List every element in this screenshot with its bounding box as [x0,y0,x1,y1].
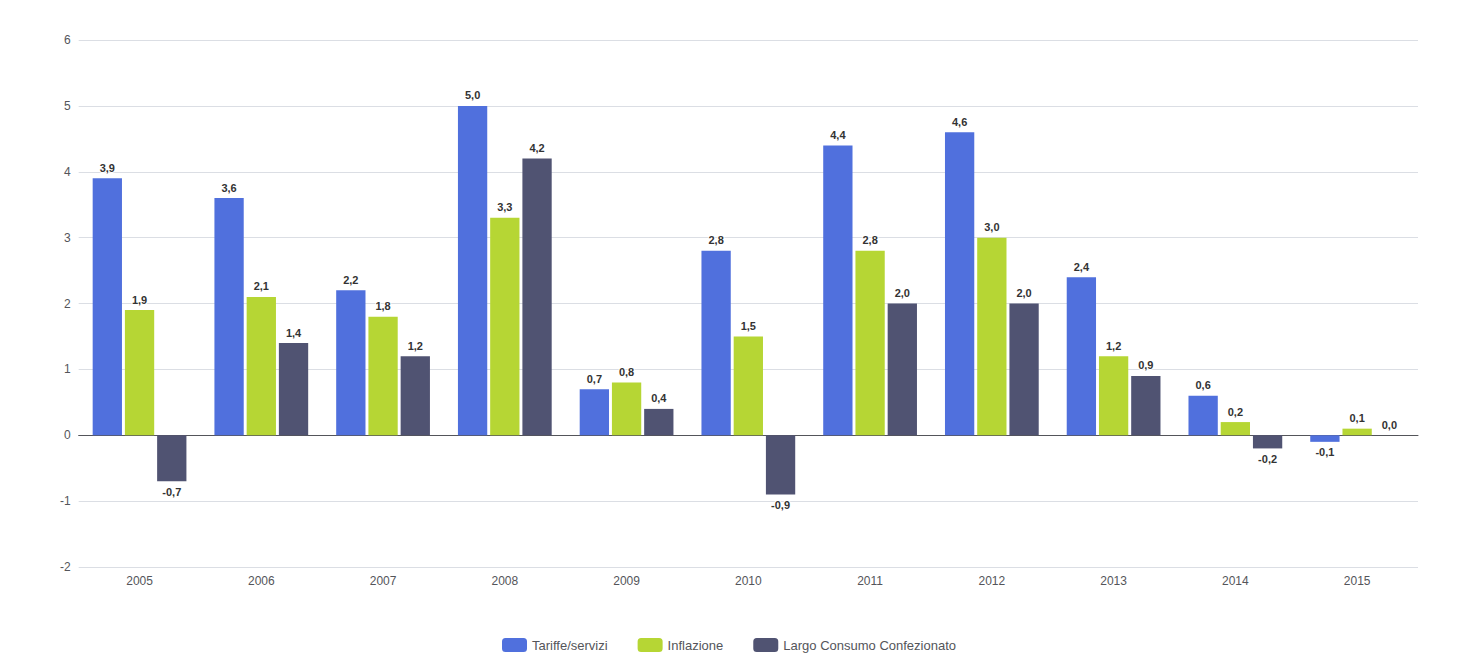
svg-text:1,8: 1,8 [375,300,390,312]
svg-text:0,1: 0,1 [1349,412,1364,424]
svg-text:6: 6 [64,33,71,47]
svg-text:2,8: 2,8 [862,234,877,246]
svg-text:2013: 2013 [1100,574,1127,588]
svg-text:0,6: 0,6 [1195,379,1210,391]
svg-text:2015: 2015 [1344,574,1371,588]
svg-text:2,8: 2,8 [708,234,723,246]
svg-text:1,2: 1,2 [408,340,423,352]
svg-text:-0,9: -0,9 [771,499,790,511]
svg-text:2007: 2007 [370,574,397,588]
svg-text:2,0: 2,0 [895,287,910,299]
svg-text:1,5: 1,5 [741,320,756,332]
svg-text:2009: 2009 [613,574,640,588]
svg-text:Tariffe/servizi: Tariffe/servizi [532,638,608,653]
svg-text:3: 3 [64,231,71,245]
svg-text:1,4: 1,4 [286,327,302,339]
svg-text:2012: 2012 [978,574,1005,588]
svg-text:0,2: 0,2 [1228,406,1243,418]
svg-text:-1: -1 [60,494,71,508]
svg-text:5,0: 5,0 [465,89,480,101]
svg-text:3,9: 3,9 [100,162,115,174]
svg-text:0,8: 0,8 [619,366,634,378]
svg-text:3,3: 3,3 [497,201,512,213]
svg-text:2011: 2011 [857,574,883,588]
svg-text:-0,7: -0,7 [162,486,181,498]
svg-text:1,2: 1,2 [1106,340,1121,352]
svg-text:2010: 2010 [735,574,762,588]
svg-text:5: 5 [64,99,71,113]
svg-text:1: 1 [64,362,71,376]
svg-text:0,4: 0,4 [651,392,667,404]
svg-text:Inflazione: Inflazione [668,638,724,653]
svg-text:3,0: 3,0 [984,221,999,233]
svg-text:0,7: 0,7 [587,373,602,385]
svg-text:0,0: 0,0 [1382,419,1397,431]
svg-text:2,1: 2,1 [254,280,269,292]
svg-text:2,0: 2,0 [1016,287,1031,299]
svg-text:0,9: 0,9 [1138,359,1153,371]
svg-text:2,2: 2,2 [343,274,358,286]
svg-text:4,4: 4,4 [830,129,846,141]
svg-text:4,2: 4,2 [529,142,544,154]
svg-text:2005: 2005 [126,574,153,588]
svg-text:-0,1: -0,1 [1315,446,1334,458]
svg-text:0: 0 [64,428,71,442]
svg-text:3,6: 3,6 [221,182,236,194]
svg-text:Largo Consumo Confezionato: Largo Consumo Confezionato [783,638,956,653]
svg-text:-2: -2 [60,560,71,574]
svg-text:2014: 2014 [1222,574,1249,588]
svg-text:-0,2: -0,2 [1258,453,1277,465]
svg-text:2006: 2006 [248,574,275,588]
svg-text:4,6: 4,6 [952,116,967,128]
svg-text:2008: 2008 [491,574,518,588]
svg-text:4: 4 [64,165,71,179]
svg-text:2,4: 2,4 [1074,261,1090,273]
svg-text:1,9: 1,9 [132,294,147,306]
svg-text:2: 2 [64,297,71,311]
